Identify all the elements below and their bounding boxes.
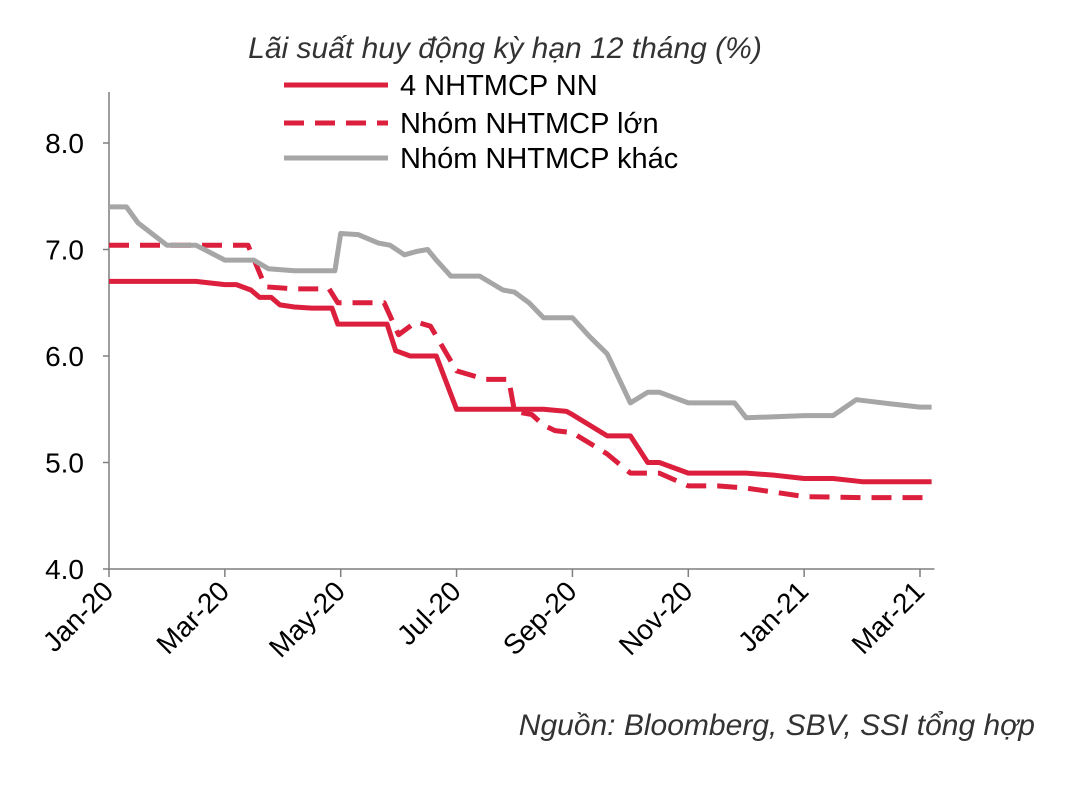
y-tick-label: 4.0 (45, 554, 84, 585)
y-tick-label: 6.0 (45, 341, 84, 372)
x-tick-label: Sep-20 (497, 575, 583, 661)
series-line-1 (109, 278, 932, 485)
y-tick-label: 8.0 (45, 128, 84, 159)
x-tick-label: May-20 (263, 575, 351, 663)
y-tick-label: 7.0 (45, 235, 84, 266)
legend-label-1: 4 NHTMCP NN (400, 70, 598, 102)
source-note: Nguồn: Bloomberg, SBV, SSI tổng hợp (519, 709, 1035, 742)
x-axis: Jan-20 Mar-20 May-20 Jul-20 Sep-20 Nov-20 Jan-… (37, 568, 935, 663)
legend-label-2: Nhóm NHTMCP lớn (400, 108, 659, 140)
x-tick-label: Mar-20 (150, 575, 235, 660)
x-tick-label: Mar-21 (846, 575, 931, 660)
y-tick-label: 5.0 (45, 448, 84, 479)
series-line-3 (109, 204, 932, 421)
series-line-2 (109, 242, 932, 501)
x-tick-label: Jan-21 (732, 575, 814, 657)
x-tick-label: Nov-20 (613, 575, 699, 661)
y-axis: 4.0 5.0 6.0 7.0 8.0 (45, 92, 110, 585)
x-tick-label: Jan-20 (37, 575, 119, 657)
x-tick-label: Jul-20 (391, 575, 467, 651)
series-group (109, 204, 932, 501)
legend-label-3: Nhóm NHTMCP khác (400, 143, 678, 175)
chart-title: Lãi suất huy động kỳ hạn 12 tháng (%) (248, 32, 762, 65)
